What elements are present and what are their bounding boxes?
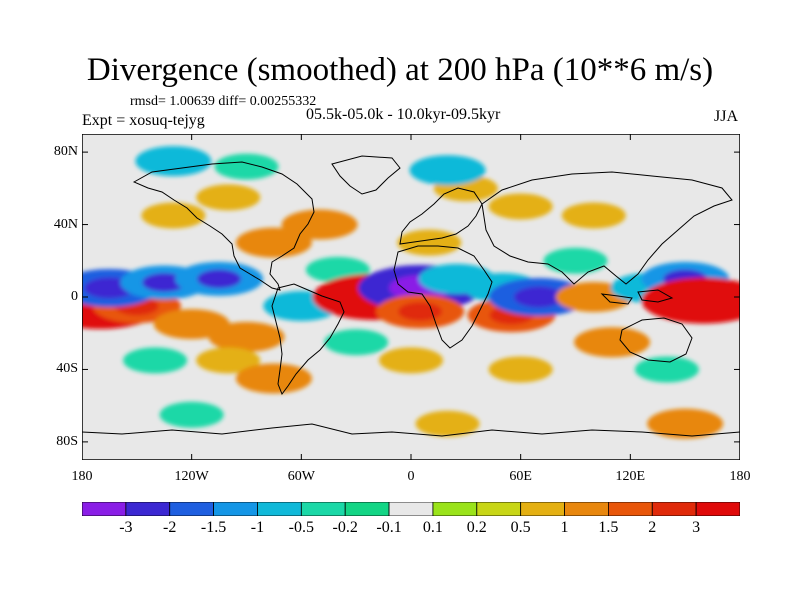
divergence-anomaly-26 [561, 202, 626, 229]
colorbar-swatch [300, 502, 346, 516]
colorbar-swatch [344, 502, 390, 516]
divergence-anomaly-39 [379, 347, 443, 374]
divergence-anomaly-38 [324, 329, 389, 356]
colorbar-swatch [608, 502, 653, 516]
divergence-anomaly-core-30 [513, 286, 564, 308]
colorbar-swatch [564, 502, 609, 516]
map-ticks [82, 134, 740, 460]
plot-title: Divergence (smoothed) at 200 hPa (10**6 … [86, 52, 714, 88]
lon-tick-label: 120E [615, 469, 646, 484]
divergence-anomaly-35 [574, 327, 651, 358]
lon-tick-label: 180 [729, 469, 751, 484]
divergence-anomaly-40 [159, 401, 224, 428]
lat-tick-label: 0 [71, 289, 78, 304]
colorbar-label: -2 [163, 519, 177, 536]
divergence-anomaly-9 [235, 363, 312, 394]
divergence-anomaly-41 [415, 410, 480, 437]
divergence-anomaly-15 [196, 184, 261, 211]
colorbar-label: 3 [692, 519, 701, 536]
lon-tick-label: 180 [71, 469, 93, 484]
colorbar-swatch [476, 502, 522, 516]
divergence-anomaly-42 [647, 408, 724, 439]
rmsd-diff-stats: rmsd= 1.00639 diff= 0.00255332 [130, 94, 317, 109]
colorbar-label: -0.1 [376, 519, 402, 536]
colorbar-label: 1 [560, 519, 569, 536]
lat-tick-label: 40S [56, 361, 78, 377]
divergence-anomaly-7 [123, 347, 188, 374]
lon-tick-label: 60E [509, 469, 532, 484]
colorbar-swatch [257, 502, 302, 516]
colorbar-swatch [388, 502, 434, 516]
divergence-anomaly-core-20 [398, 302, 443, 321]
divergence-anomaly-22 [397, 229, 462, 256]
colorbar-label: 0.1 [422, 519, 443, 536]
colorbar-swatch [82, 502, 127, 516]
lat-tick-label: 80S [56, 433, 78, 449]
colorbar-swatch [651, 502, 697, 516]
colorbar-label: -1.5 [200, 519, 227, 536]
colorbar-label: 0.5 [510, 519, 531, 536]
colorbar-label: -1 [250, 519, 265, 536]
colorbar-swatch [695, 502, 740, 516]
colorbar-label: 0.2 [466, 519, 487, 536]
colorbar-swatch [213, 502, 258, 516]
lon-tick-label: 0 [407, 469, 415, 484]
colorbar-label: 2 [648, 519, 657, 536]
lat-tick-label: 80N [53, 144, 78, 160]
divergence-anomaly-6 [208, 321, 285, 352]
divergence-anomaly-16 [214, 153, 279, 180]
colorbar-label: -3 [119, 519, 133, 536]
coastlines [82, 155, 740, 437]
divergence-anomaly-25 [488, 193, 553, 220]
experiment-label: Expt = xosuq-tejyg [82, 112, 205, 129]
divergence-anomaly-27 [543, 247, 608, 274]
divergence-map [82, 134, 740, 460]
colorbar-swatch [432, 502, 478, 516]
divergence-anomaly-core-4 [197, 269, 242, 289]
lon-tick-label: 60W [287, 469, 315, 484]
colorbar-swatch [520, 502, 565, 516]
divergence-anomaly-core-34 [672, 287, 735, 314]
divergence-anomaly-24 [409, 155, 486, 186]
colorbar-label: -0.2 [332, 519, 358, 536]
colorbar-swatch [169, 502, 214, 516]
divergence-anomaly-36 [488, 356, 553, 383]
divergence-anomaly-17 [135, 146, 212, 177]
colorbar-label: -0.5 [288, 519, 314, 536]
colorbar-label: 1.5 [598, 519, 619, 536]
divergence-anomaly-8 [196, 347, 261, 374]
colorbar-swatch [125, 502, 171, 516]
lat-tick-label: 40N [53, 216, 78, 232]
lon-tick-label: 120W [174, 469, 209, 484]
divergence-anomaly-13 [281, 209, 358, 240]
divergence-anomaly-5 [153, 309, 230, 340]
period-label: 05.5k-05.0k - 10.0kyr-09.5kyr [306, 106, 501, 123]
season-label: JJA [714, 108, 739, 125]
divergence-anomaly-37 [634, 356, 699, 383]
colorbar [82, 502, 740, 516]
divergence-anomaly-14 [141, 202, 206, 229]
